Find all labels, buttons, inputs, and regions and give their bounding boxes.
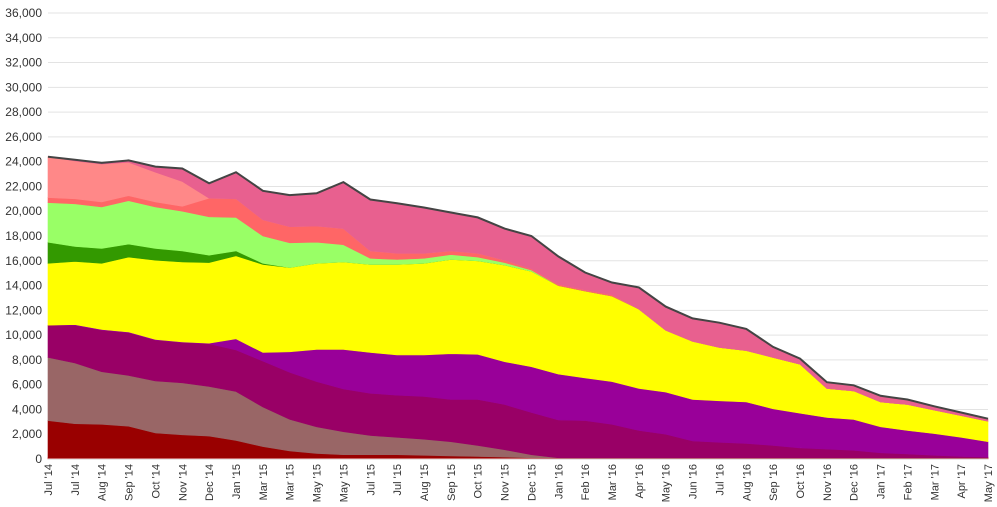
x-tick-label: May '16 [661,464,673,502]
y-tick-label: 32,000 [5,56,42,70]
x-tick-label: Nov '15 [500,464,512,501]
x-tick-label: Jul '14 [70,464,82,495]
y-tick-label: 0 [35,452,42,466]
x-tick-label: Jul '15 [392,464,404,495]
y-tick-label: 10,000 [5,328,42,342]
x-tick-label: May '17 [983,464,995,502]
x-tick-label: Sep '16 [768,464,780,501]
y-tick-label: 18,000 [5,229,42,243]
x-tick-label: May '15 [312,464,324,502]
y-tick-label: 24,000 [5,155,42,169]
y-tick-label: 6,000 [12,378,42,392]
x-tick-label: Aug '14 [97,464,109,501]
x-tick-label: Jun '16 [688,464,700,499]
x-tick-label: May '15 [338,464,350,502]
x-tick-label: Oct '15 [473,464,485,499]
area-series-group [47,155,989,460]
x-tick-label: Mar '15 [258,464,270,500]
x-tick-label: Aug '15 [419,464,431,501]
x-tick-label: Aug '16 [741,464,753,501]
y-axis: 0 2,000 4,000 6,000 8,000 10,000 12,000 14,000 1… [5,6,42,466]
y-tick-label: 20,000 [5,204,42,218]
x-tick-label: Mar '17 [929,464,941,500]
x-tick-label: Oct '14 [150,464,162,499]
y-tick-label: 16,000 [5,254,42,268]
y-tick-label: 30,000 [5,80,42,94]
x-tick-label: Apr '17 [956,464,968,499]
x-tick-label: Dec '14 [204,464,216,501]
y-tick-label: 2,000 [12,427,42,441]
x-tick-label: Sep '15 [446,464,458,501]
y-tick-label: 14,000 [5,279,42,293]
x-tick-label: Oct '16 [795,464,807,499]
y-tick-label: 28,000 [5,105,42,119]
x-tick-label: Apr '16 [634,464,646,499]
x-tick-label: Feb '16 [580,464,592,500]
y-tick-label: 8,000 [12,353,42,367]
x-tick-label: Mar '16 [607,464,619,500]
x-tick-label: Mar '15 [285,464,297,500]
x-tick-label: Jul '15 [365,464,377,495]
y-tick-label: 4,000 [12,402,42,416]
x-tick-label: Jan '17 [876,464,888,499]
y-tick-label: 12,000 [5,303,42,317]
x-tick-label: Dec '15 [526,464,538,501]
total-outline-line [47,155,989,420]
x-tick-label: Jan '16 [553,464,565,499]
y-tick-label: 26,000 [5,130,42,144]
y-tick-label: 22,000 [5,179,42,193]
x-tick-label: Dec '16 [849,464,861,501]
y-tick-label: 34,000 [5,31,42,45]
x-tick-label: Nov '14 [177,464,189,501]
x-tick-label: Sep '14 [124,464,136,501]
x-axis: Jul '14 Jul '14 Aug '14 Sep '14 Oct '14 Nov '… [43,458,995,502]
x-tick-label: Jan '15 [231,464,243,499]
x-tick-label: Feb '17 [902,464,914,500]
x-tick-label: Nov '16 [822,464,834,501]
y-tick-label: 36,000 [5,6,42,20]
x-tick-label: Jul '14 [43,464,55,495]
x-tick-label: Jul '16 [714,464,726,495]
